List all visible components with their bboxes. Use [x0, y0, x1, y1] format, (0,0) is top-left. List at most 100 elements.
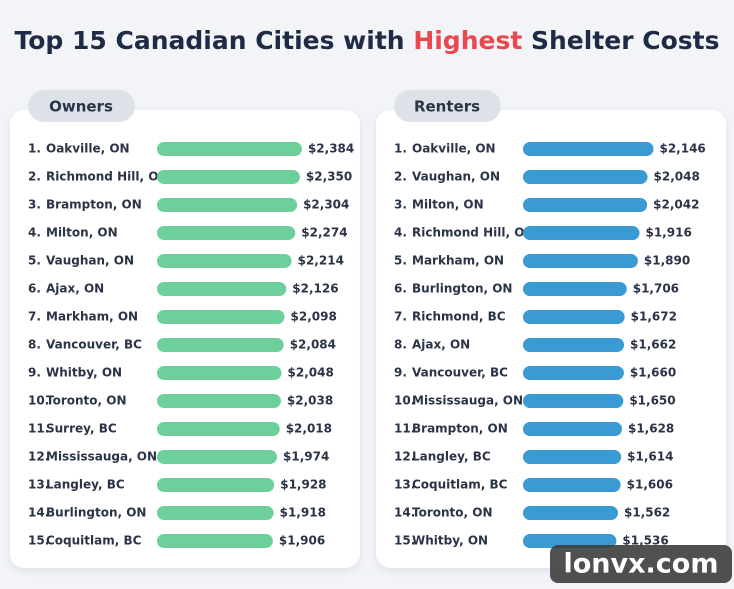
bar — [523, 450, 622, 464]
bar — [157, 534, 273, 548]
bar — [157, 282, 287, 296]
rank: 14. — [394, 506, 415, 520]
value-label: $1,650 — [629, 394, 675, 408]
category-label: Brampton, ON — [412, 422, 508, 436]
bar — [523, 478, 621, 492]
rank: 4. — [394, 226, 407, 240]
category-label: Richmond Hill, ON — [412, 226, 534, 240]
chart-title: Top 15 Canadian Cities with Highest Shel… — [14, 26, 719, 55]
bar — [523, 254, 638, 268]
bar — [157, 478, 275, 492]
value-label: $2,048 — [654, 170, 700, 184]
category-label: Ajax, ON — [412, 338, 470, 352]
bar — [523, 534, 617, 548]
category-label: Markham, ON — [46, 310, 138, 324]
category-label: Vancouver, BC — [46, 338, 142, 352]
value-label: $2,214 — [298, 254, 344, 268]
bar — [157, 198, 298, 212]
category-label: Whitby, ON — [412, 534, 488, 548]
value-label: $1,706 — [633, 282, 679, 296]
value-label: $1,974 — [283, 450, 329, 464]
bar — [157, 226, 296, 240]
bar — [157, 142, 302, 156]
value-label: $2,048 — [288, 366, 334, 380]
bar — [523, 366, 624, 380]
bar — [157, 506, 274, 520]
bar — [523, 338, 625, 352]
bar — [523, 394, 624, 408]
rank: 3. — [394, 198, 407, 212]
bar — [157, 170, 300, 184]
category-label: Brampton, ON — [46, 198, 142, 212]
watermark: lonvx.com — [564, 549, 719, 580]
rank: 7. — [28, 310, 41, 324]
panel-title: Renters — [414, 98, 480, 116]
value-label: $1,928 — [280, 478, 326, 492]
rank: 10. — [28, 394, 49, 408]
value-label: $2,098 — [291, 310, 337, 324]
value-label: $2,084 — [290, 338, 336, 352]
category-label: Milton, ON — [412, 198, 484, 212]
rank: 8. — [394, 338, 407, 352]
category-label: Whitby, ON — [46, 366, 122, 380]
value-label: $2,274 — [301, 226, 347, 240]
rank: 1. — [28, 142, 41, 156]
rank: 6. — [28, 282, 41, 296]
value-label: $1,916 — [645, 226, 691, 240]
title-part: Shelter Costs — [522, 26, 719, 55]
value-label: $2,350 — [306, 170, 352, 184]
value-label: $2,042 — [653, 198, 699, 212]
category-label: Toronto, ON — [412, 506, 493, 520]
category-label: Richmond, BC — [412, 310, 506, 324]
category-label: Surrey, BC — [46, 422, 117, 436]
rank: 5. — [394, 254, 407, 268]
rank: 10. — [394, 394, 415, 408]
category-label: Burlington, ON — [46, 506, 146, 520]
rank: 1. — [394, 142, 407, 156]
panels: Owners 1. Oakville, ON $2,384 2. Richmond Hil… — [10, 90, 726, 568]
bar — [523, 422, 622, 436]
category-label: Vancouver, BC — [412, 366, 508, 380]
category-label: Oakville, ON — [46, 142, 130, 156]
rank: 2. — [394, 170, 407, 184]
value-label: $2,146 — [659, 142, 705, 156]
rank: 13. — [394, 478, 415, 492]
category-label: Richmond Hill, ON — [46, 170, 168, 184]
category-label: Vaughan, ON — [46, 254, 134, 268]
rank: 8. — [28, 338, 41, 352]
bar — [157, 254, 292, 268]
rank: 15. — [28, 534, 49, 548]
value-label: $1,918 — [280, 506, 326, 520]
category-label: Markham, ON — [412, 254, 504, 268]
category-label: Coquitlam, BC — [412, 478, 508, 492]
category-label: Mississauga, ON — [46, 450, 157, 464]
bar — [523, 226, 640, 240]
bar — [157, 310, 285, 324]
rank: 12. — [28, 450, 49, 464]
panel-tab — [394, 90, 501, 122]
category-label: Milton, ON — [46, 226, 118, 240]
bar — [523, 310, 625, 324]
rank: 14. — [28, 506, 49, 520]
rank: 5. — [28, 254, 41, 268]
panel-title: Owners — [49, 98, 113, 116]
value-label: $2,018 — [286, 422, 332, 436]
rank: 11. — [394, 422, 415, 436]
value-label: $1,672 — [631, 310, 677, 324]
rank: 3. — [28, 198, 41, 212]
value-label: $1,562 — [624, 506, 670, 520]
bar — [523, 198, 648, 212]
category-label: Toronto, ON — [46, 394, 127, 408]
bar — [157, 450, 278, 464]
bar — [523, 282, 627, 296]
bar — [157, 422, 280, 436]
rank: 11. — [28, 422, 49, 436]
value-label: $1,628 — [628, 422, 674, 436]
rank: 15. — [394, 534, 415, 548]
value-label: $1,660 — [630, 366, 676, 380]
category-label: Mississauga, ON — [412, 394, 523, 408]
bar — [157, 338, 284, 352]
panel-tab — [28, 90, 135, 122]
